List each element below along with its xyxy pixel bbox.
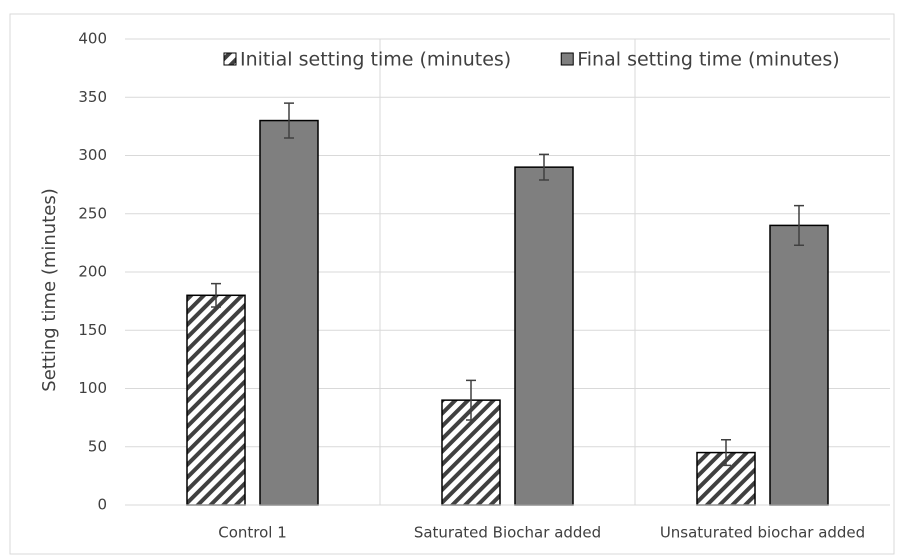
error-bar bbox=[211, 282, 221, 308]
error-bar bbox=[721, 439, 731, 467]
y-tick-label: 400 bbox=[78, 30, 107, 48]
bar bbox=[514, 166, 574, 506]
y-tick-label: 50 bbox=[88, 437, 107, 455]
error-bar bbox=[794, 204, 804, 246]
y-tick-label: 350 bbox=[78, 88, 107, 106]
error-bar bbox=[284, 102, 294, 139]
error-bar bbox=[539, 153, 549, 181]
x-tick-label: Unsaturated biochar added bbox=[660, 524, 865, 542]
legend-swatch bbox=[223, 52, 237, 66]
y-axis-title: Setting time (minutes) bbox=[39, 188, 60, 391]
x-tick-label: Saturated Biochar added bbox=[414, 524, 601, 542]
y-tick-label: 250 bbox=[78, 204, 107, 222]
x-tick-label: Control 1 bbox=[218, 524, 287, 542]
bar bbox=[259, 119, 319, 506]
y-tick-label: 200 bbox=[78, 263, 107, 281]
y-tick-label: 300 bbox=[78, 146, 107, 164]
y-tick-label: 100 bbox=[78, 379, 107, 397]
legend-text: Initial setting time (minutes) bbox=[240, 49, 511, 71]
legend-text: Final setting time (minutes) bbox=[577, 49, 839, 71]
legend-swatch bbox=[560, 52, 574, 66]
bar bbox=[186, 294, 246, 506]
y-tick-label: 150 bbox=[78, 321, 107, 339]
y-tick-label: 0 bbox=[97, 496, 107, 514]
bar bbox=[769, 224, 829, 506]
error-bar bbox=[466, 379, 476, 421]
